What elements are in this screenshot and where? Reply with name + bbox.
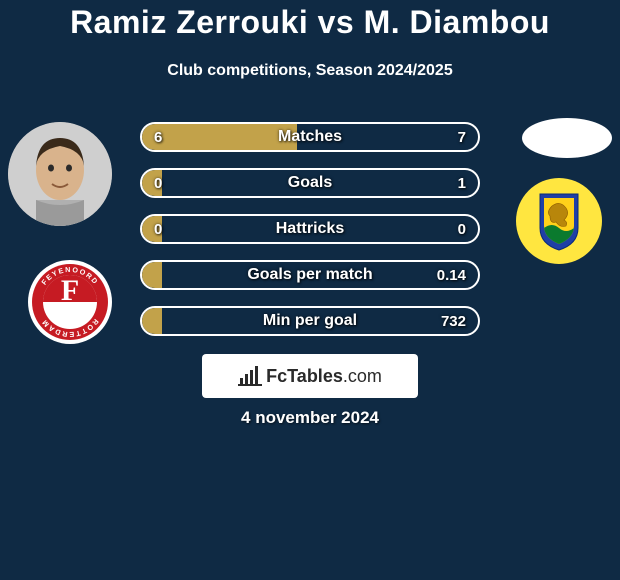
footer-date: 4 november 2024 bbox=[0, 408, 620, 428]
stat-bar: 732Min per goal bbox=[140, 306, 480, 336]
stat-bars: 67Matches 01Goals 00Hattricks 0.14Goals per… bbox=[140, 122, 480, 352]
bar-chart-icon bbox=[238, 366, 262, 386]
brand-name: FcTables bbox=[266, 366, 343, 386]
stat-bar: 01Goals bbox=[140, 168, 480, 198]
player1-avatar bbox=[8, 122, 112, 226]
rkc-waalwijk-badge-icon bbox=[516, 178, 602, 264]
player1-name: Ramiz Zerrouki bbox=[70, 4, 308, 40]
stat-bar: 67Matches bbox=[140, 122, 480, 152]
stat-label: Matches bbox=[142, 124, 478, 150]
stat-label: Goals per match bbox=[142, 262, 478, 288]
stat-label: Min per goal bbox=[142, 308, 478, 334]
comparison-page: Ramiz Zerrouki vs M. Diambou Club compet… bbox=[0, 0, 620, 580]
stat-label: Hattricks bbox=[142, 216, 478, 242]
vs-label: vs bbox=[318, 4, 355, 40]
player2-avatar bbox=[522, 118, 612, 158]
page-title: Ramiz Zerrouki vs M. Diambou bbox=[0, 4, 620, 41]
brand-box: FcTables.com bbox=[202, 354, 418, 398]
player1-face-icon bbox=[8, 122, 112, 226]
stat-label: Goals bbox=[142, 170, 478, 196]
subtitle: Club competitions, Season 2024/2025 bbox=[0, 62, 620, 80]
stat-bar: 00Hattricks bbox=[140, 214, 480, 244]
feyenoord-badge-icon: F FEYENOORD ROTTERDAM bbox=[28, 260, 112, 344]
player2-name: M. Diambou bbox=[364, 4, 550, 40]
brand-text: FcTables.com bbox=[266, 366, 382, 387]
player2-club-badge bbox=[516, 178, 602, 264]
svg-text:F: F bbox=[61, 274, 79, 307]
brand-domain: .com bbox=[343, 366, 382, 386]
player1-club-badge: F FEYENOORD ROTTERDAM bbox=[28, 260, 112, 344]
stat-bar: 0.14Goals per match bbox=[140, 260, 480, 290]
